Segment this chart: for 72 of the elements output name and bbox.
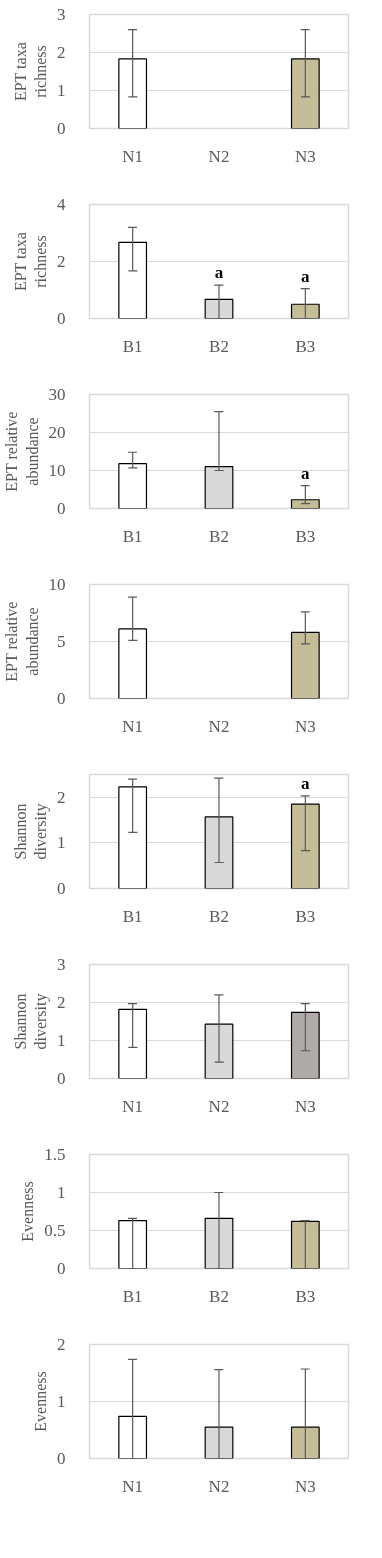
y-tick-label: 0 [57, 689, 66, 708]
y-tick-label: 3 [57, 5, 66, 24]
x-tick-label: N3 [294, 1096, 316, 1116]
y-tick-label: 1 [57, 1031, 66, 1050]
y-tick-label: 2 [57, 252, 66, 271]
y-tick-label: 10 [48, 461, 66, 480]
y-tick-label: 0 [57, 1069, 66, 1088]
y-tick-label: 3 [57, 955, 66, 974]
annotation: a [214, 263, 224, 283]
x-tick-label: B3 [295, 336, 316, 356]
x-tick-label: B1 [122, 336, 143, 356]
x-tick-label: N1 [122, 146, 144, 166]
x-tick-label: B2 [209, 526, 229, 546]
y-tick-label: 1 [57, 81, 66, 100]
y-tick-label: 2 [57, 1335, 66, 1354]
x-tick-label: N2 [208, 716, 230, 736]
y-axis-title: EPT taxa richness [11, 42, 49, 102]
y-tick-label: 10 [48, 575, 66, 594]
y-tick-label: 2 [57, 43, 66, 62]
y-tick-label: 20 [48, 423, 66, 442]
annotation: a [301, 266, 311, 286]
y-axis-title: EPT relative abundance [3, 411, 41, 492]
x-tick-label: B1 [122, 906, 143, 926]
bar [290, 499, 320, 509]
y-tick-label: 0 [57, 1449, 66, 1468]
y-tick-label: 0 [57, 1259, 66, 1278]
x-tick-label: N3 [294, 1476, 316, 1496]
y-tick-label: 1 [57, 1392, 66, 1411]
y-tick-label: 1.5 [44, 1145, 66, 1164]
x-tick-label: N3 [294, 716, 316, 736]
y-tick-label: 0.5 [44, 1221, 66, 1240]
y-axis-title: EPT taxa richness [11, 232, 49, 292]
annotation: a [301, 463, 311, 483]
y-tick-label: 0 [57, 119, 66, 138]
bar [290, 803, 320, 889]
y-tick-label: 1 [57, 833, 66, 853]
bar [118, 241, 148, 319]
y-axis-title: Shannon diversity [11, 993, 50, 1050]
x-tick-label: B1 [122, 1286, 143, 1306]
y-tick-label: 2 [57, 993, 66, 1012]
bar [118, 786, 148, 889]
y-axis-title: Evenness [19, 1181, 37, 1242]
x-tick-label: N2 [208, 1096, 230, 1116]
y-tick-label: 30 [48, 385, 66, 404]
y-tick-label: 0 [57, 309, 66, 328]
annotation: a [301, 773, 311, 793]
y-tick-label: 0 [57, 499, 66, 518]
y-tick-label: 5 [57, 632, 66, 651]
x-tick-label: B2 [209, 1286, 229, 1306]
bar [118, 463, 148, 509]
x-tick-label: N2 [208, 1476, 230, 1496]
x-tick-label: B3 [295, 1286, 316, 1306]
y-axis-title: Evenness [32, 1371, 49, 1432]
x-tick-label: B2 [209, 906, 229, 926]
y-tick-label: 1 [57, 1183, 66, 1202]
y-axis-title: EPT relative abundance [3, 601, 41, 682]
x-tick-label: B3 [295, 526, 316, 546]
bar [290, 1011, 320, 1079]
bar [118, 1008, 148, 1079]
y-tick-label: 2 [57, 787, 66, 807]
bar [290, 303, 320, 319]
y-tick-label: 0 [57, 879, 66, 898]
x-tick-label: N3 [294, 146, 316, 166]
x-tick-label: B2 [209, 336, 229, 356]
x-tick-label: B3 [295, 906, 316, 926]
y-tick-label: 4 [57, 195, 66, 214]
x-tick-label: N2 [208, 146, 230, 166]
x-tick-label: B1 [122, 526, 143, 546]
x-tick-label: N1 [122, 1476, 144, 1496]
x-tick-label: N1 [122, 716, 144, 736]
x-tick-label: N1 [122, 1096, 144, 1116]
y-axis-title: Shannon diversity [11, 803, 50, 860]
